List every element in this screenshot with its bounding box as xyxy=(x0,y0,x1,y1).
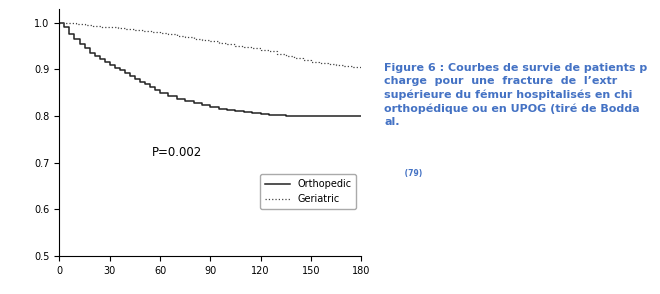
Legend: Orthopedic, Geriatric: Orthopedic, Geriatric xyxy=(261,174,356,209)
Text: Figure 6 : Courbes de survie de patients p
charge  pour  une  fracture  de  l’ex: Figure 6 : Courbes de survie de patients… xyxy=(384,63,647,127)
Text: (79): (79) xyxy=(402,169,422,178)
Text: P=0.002: P=0.002 xyxy=(152,146,202,158)
